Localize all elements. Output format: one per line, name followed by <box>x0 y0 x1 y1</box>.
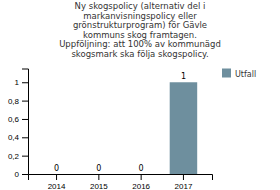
y-axis: 0 0,2 0,4 0,6 0,8 1 <box>8 69 29 179</box>
y-axis-line <box>22 69 29 175</box>
legend-label: Utfall <box>235 70 256 79</box>
y-tick-label: 0,4 <box>8 133 20 142</box>
x-tick-mark <box>183 174 184 180</box>
data-label: 0 <box>96 164 101 173</box>
bar <box>43 174 70 175</box>
y-tick-mark <box>22 119 28 120</box>
y-tick-label: 0 <box>15 170 20 179</box>
bar <box>127 174 154 175</box>
y-tick-label: 0,2 <box>8 152 20 161</box>
x-tick-label: 2016 <box>132 182 150 190</box>
legend-item: Utfall <box>222 69 256 79</box>
data-label: 0 <box>54 164 59 173</box>
y-tick: 0,6 <box>8 115 28 124</box>
x-tick: 2015 <box>90 174 108 190</box>
y-tick-mark <box>22 82 28 83</box>
x-axis-line <box>29 175 213 181</box>
legend: Utfall <box>222 69 256 79</box>
x-tick: 2016 <box>132 174 150 190</box>
plot: 0 0,2 0,4 0,6 0,8 1 2014 2015 2016 2017 0 0 0 1 <box>8 69 213 190</box>
y-tick: 0,2 <box>8 152 28 161</box>
y-tick-label: 0,8 <box>8 97 20 106</box>
x-tick-mark <box>98 174 99 180</box>
title: Ny skogspolicy (alternativ del imarkanvi… <box>59 1 221 59</box>
bar <box>85 174 112 175</box>
x-tick-mark <box>56 174 57 180</box>
y-tick-mark <box>22 174 28 175</box>
data-labels: 0 0 0 1 <box>54 72 186 173</box>
x-tick: 2017 <box>175 174 193 190</box>
data-label: 0 <box>139 164 144 173</box>
x-tick-label: 2015 <box>90 182 108 190</box>
data-label: 1 <box>181 72 186 81</box>
x-tick-label: 2014 <box>48 182 66 190</box>
legend-swatch <box>222 69 231 78</box>
y-tick: 0 <box>15 170 28 179</box>
y-tick: 1 <box>15 78 28 87</box>
y-tick-mark <box>22 101 28 102</box>
x-tick-label: 2017 <box>175 182 193 190</box>
x-tick-mark <box>141 174 142 180</box>
x-axis: 2014 2015 2016 2017 <box>29 174 213 190</box>
y-tick-mark <box>22 137 28 138</box>
y-tick: 0,4 <box>8 133 28 142</box>
y-tick-mark <box>22 156 28 157</box>
y-tick-label: 0,6 <box>8 115 20 124</box>
y-tick-label: 1 <box>15 78 20 87</box>
x-tick: 2014 <box>48 174 66 190</box>
bars <box>170 82 197 174</box>
y-tick: 0,8 <box>8 97 28 106</box>
bar <box>170 82 197 174</box>
chart: Ny skogspolicy (alternativ del imarkanvi… <box>0 0 280 190</box>
